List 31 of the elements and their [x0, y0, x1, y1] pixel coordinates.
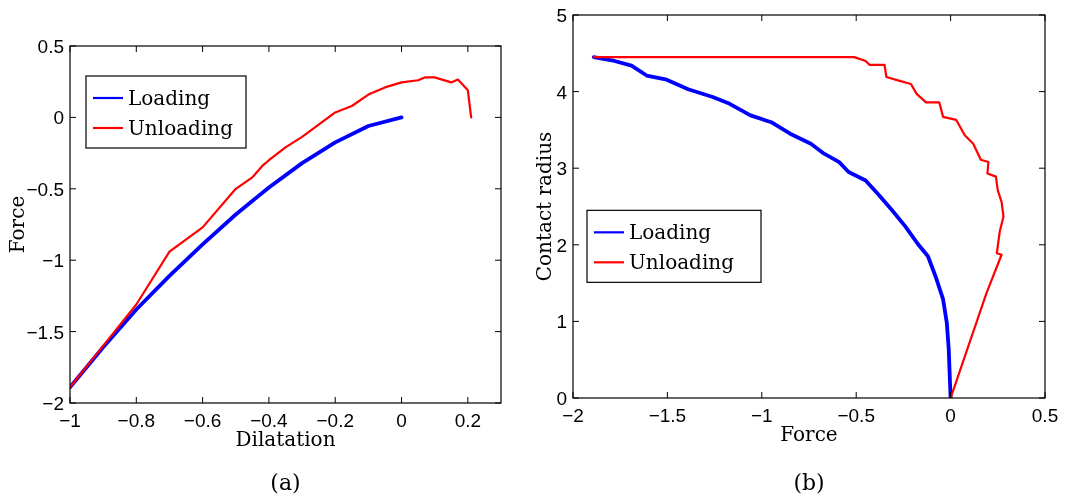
- legend-label: Unloading: [128, 116, 234, 140]
- x-axis-title: Force: [780, 422, 838, 446]
- y-axis-title: Contact radius: [532, 131, 556, 282]
- legend-label: Unloading: [629, 250, 735, 275]
- legend-label: Loading: [629, 220, 712, 245]
- line-series: [70, 76, 473, 389]
- x-tick-label: 0.2: [454, 410, 482, 431]
- x-tick-label: 0.5: [1031, 405, 1059, 426]
- y-tick-label: 3: [556, 158, 567, 180]
- y-tick-label: 0.5: [37, 36, 64, 57]
- x-tick-label: 0: [945, 405, 956, 426]
- y-tick-label: −1: [42, 250, 64, 272]
- x-tick-label: −0.8: [117, 410, 156, 431]
- x-tick-label: −1: [750, 405, 773, 426]
- x-tick-label: −1.5: [648, 405, 687, 426]
- x-tick-label: −0.5: [837, 405, 875, 426]
- y-tick-label: 1: [556, 311, 567, 333]
- y-tick-label: 2: [556, 234, 567, 256]
- text: (b): [793, 470, 825, 495]
- y-axis-title: Force: [5, 195, 29, 254]
- text: (a): [270, 470, 301, 495]
- y-tick-label: 5: [556, 5, 567, 26]
- x-tick-label: −1: [59, 410, 81, 431]
- x-tick-label: 0: [396, 410, 407, 431]
- legend-label: Loading: [128, 86, 211, 110]
- y-tick-label: 0: [53, 107, 64, 129]
- y-tick-label: 0: [556, 388, 567, 409]
- y-tick-label: −1.5: [26, 321, 64, 343]
- x-tick-label: −0.6: [183, 410, 222, 431]
- y-tick-label: −0.5: [26, 178, 64, 200]
- y-tick-label: 4: [556, 81, 568, 103]
